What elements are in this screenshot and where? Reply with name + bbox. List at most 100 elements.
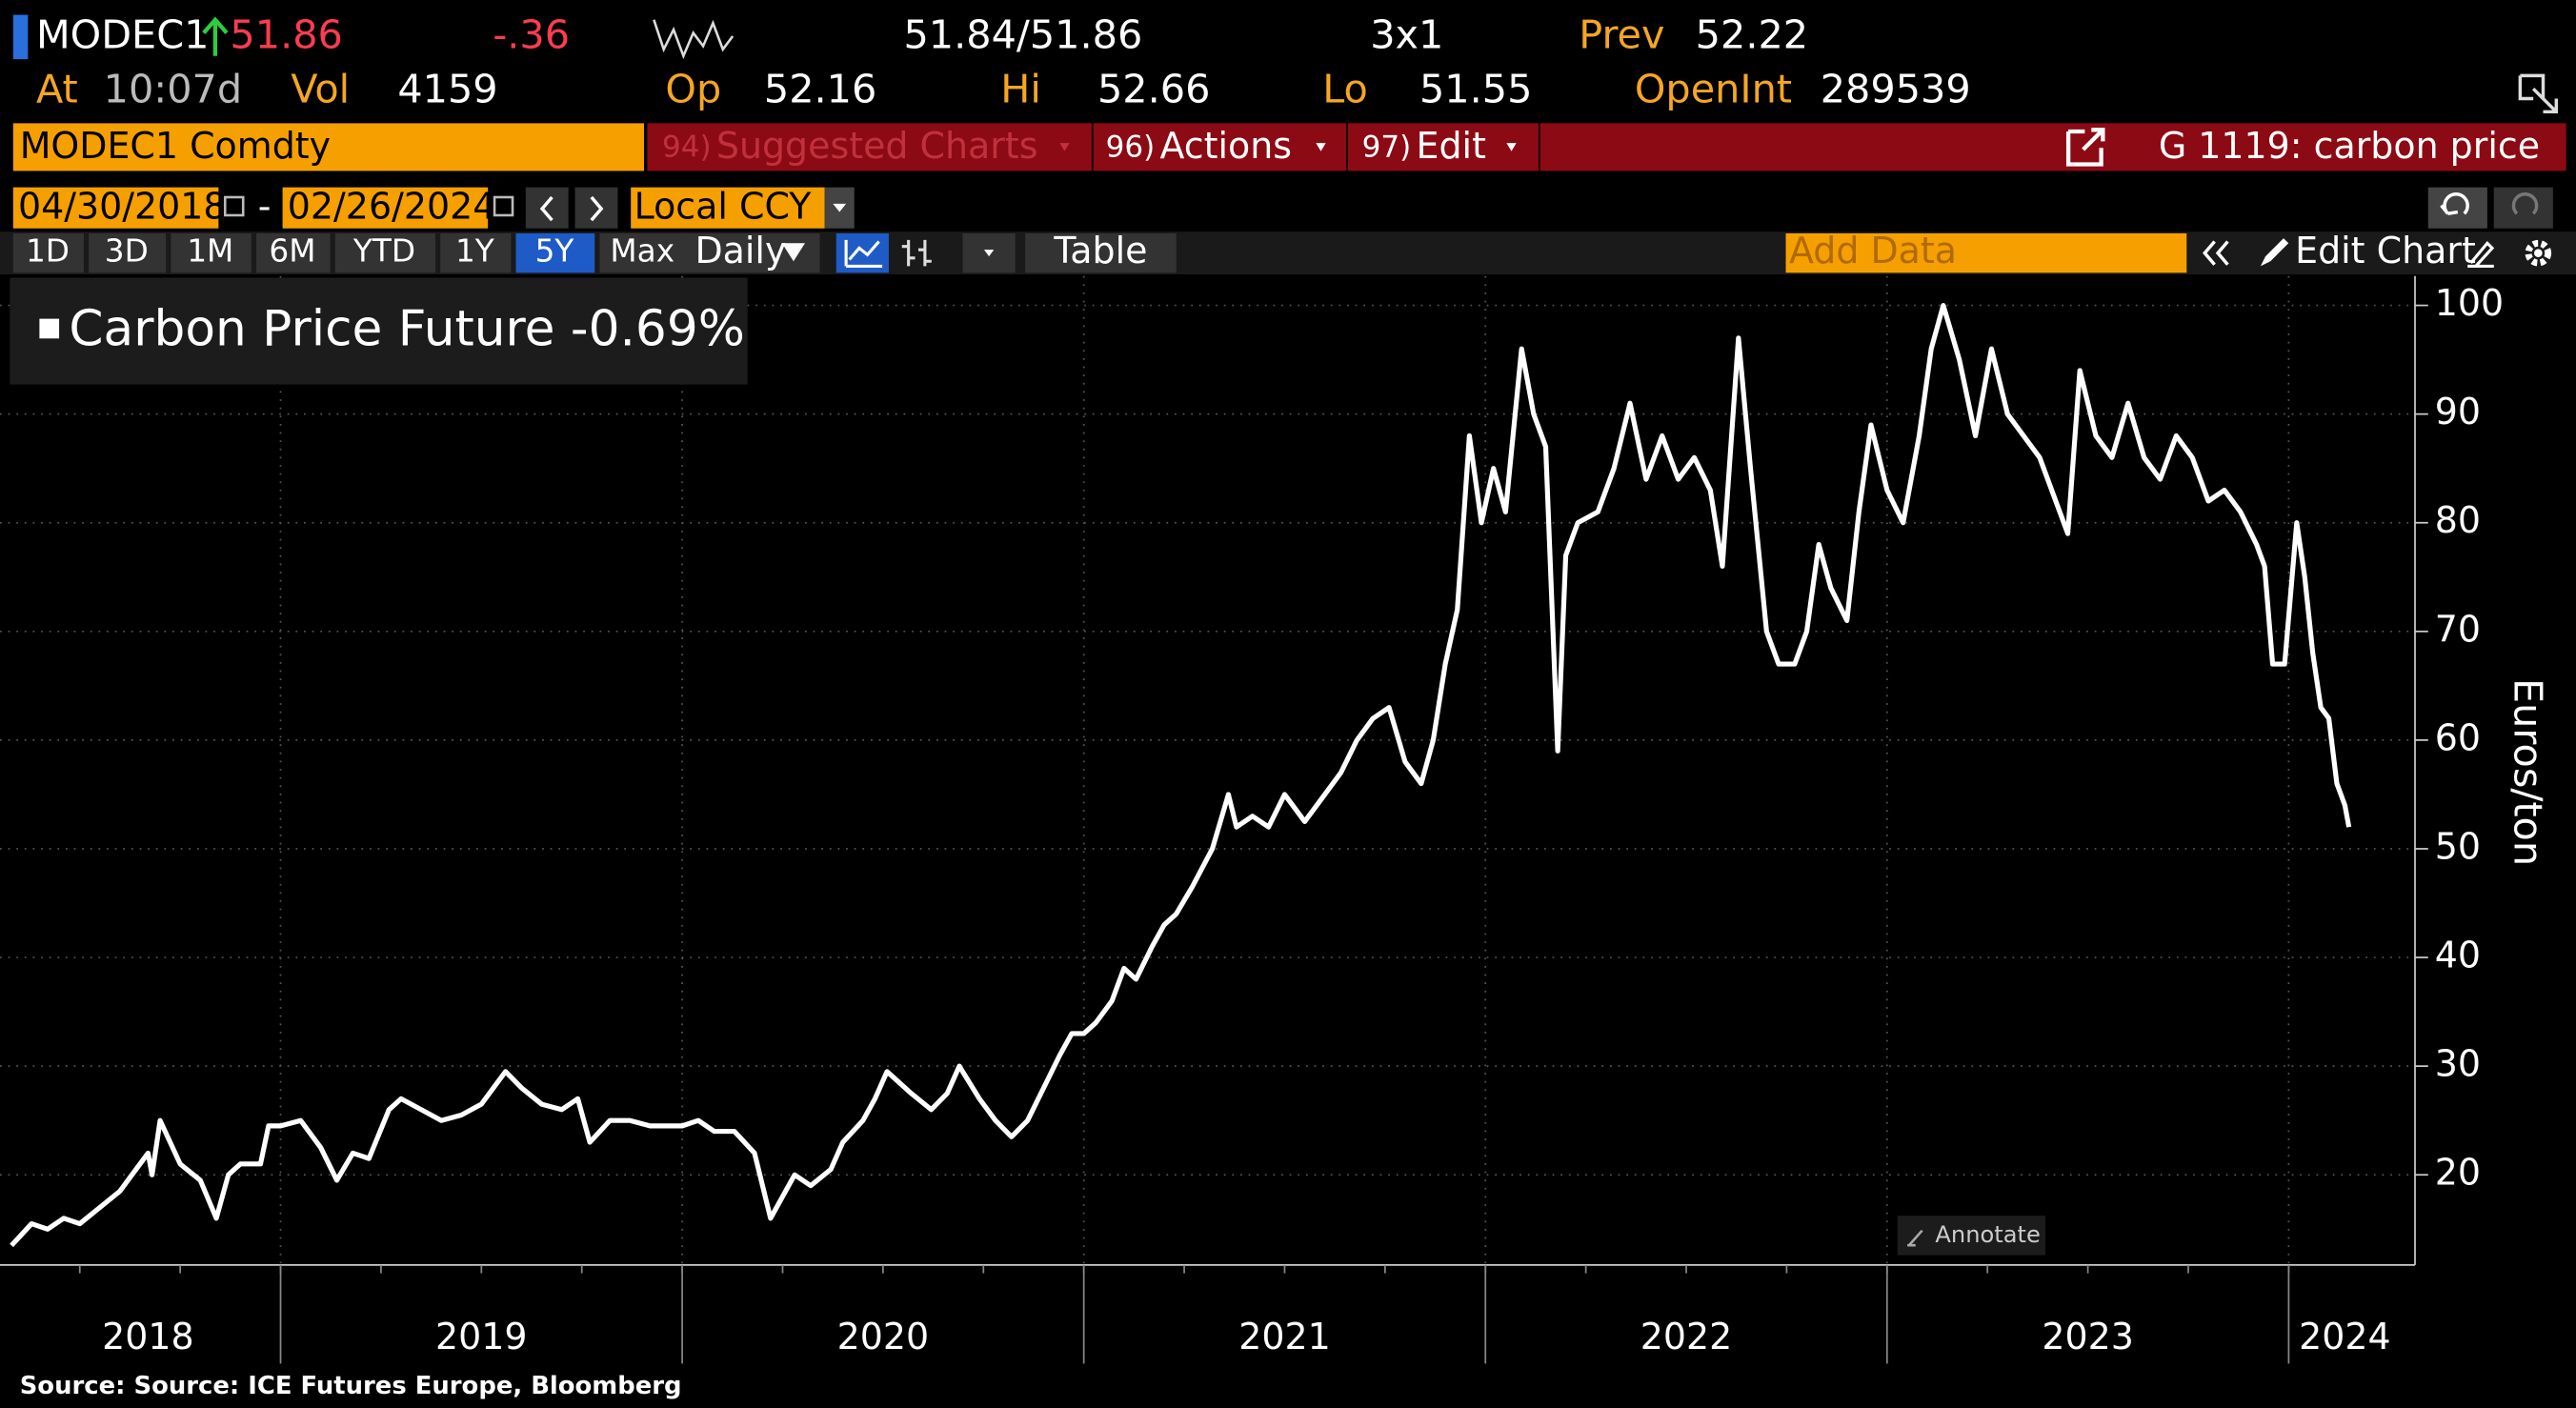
dropdown-caret [781, 243, 805, 262]
chart-name[interactable]: G 1119: carbon price [2159, 125, 2540, 167]
y-axis-title: Euros/ton [2506, 678, 2551, 866]
frequency[interactable]: Daily [694, 230, 786, 272]
period-button[interactable] [334, 232, 435, 273]
add-data[interactable]: Add Data [1789, 230, 1957, 272]
period[interactable]: 1Y [455, 233, 495, 270]
lo-label: Lo [1322, 67, 1368, 112]
actions-num[interactable]: 96) [1106, 130, 1156, 164]
price-line [10, 302, 2352, 1248]
oi-label: OpenInt [1635, 67, 1792, 112]
prev: 52.22 [1696, 12, 1808, 58]
edit-chart[interactable]: Edit Chart [2295, 230, 2476, 272]
undo-icon [2440, 192, 2469, 215]
annotate[interactable]: Annotate [1935, 1221, 2040, 1248]
table-button[interactable] [1025, 232, 1177, 273]
open-interest: 289539 [1821, 67, 1971, 112]
vol: 4159 [397, 67, 497, 112]
y-tick-label: 90 [2435, 391, 2481, 432]
x-tick-label: 2019 [435, 1316, 528, 1358]
at-label: At [36, 67, 78, 112]
end-date-field[interactable] [282, 187, 489, 229]
period[interactable]: YTD [352, 233, 415, 270]
up-arrow [202, 16, 229, 56]
period-button[interactable] [256, 232, 331, 273]
vol-label: Vol [291, 67, 350, 112]
collapse-icon[interactable] [2202, 240, 2229, 266]
prev-arrow [539, 195, 553, 222]
size: 3x1 [1370, 12, 1443, 58]
prev-button[interactable] [525, 187, 569, 229]
currency-field[interactable] [631, 187, 825, 229]
prev-label: Prev [1579, 12, 1664, 58]
annotate-icon [1907, 1229, 1923, 1247]
ticker-flag [12, 14, 29, 60]
redo-icon [2511, 192, 2539, 215]
x-tick-label: 2021 [1238, 1316, 1331, 1358]
period-button[interactable] [171, 232, 252, 273]
start-date[interactable]: 04/30/2018 [18, 186, 227, 228]
period-button[interactable] [440, 232, 512, 273]
y-tick-label: 30 [2435, 1043, 2481, 1085]
pencil-icon [2260, 238, 2289, 267]
legend [10, 277, 748, 385]
bar-chart-icon[interactable] [901, 239, 932, 267]
suggested-num[interactable]: 94) [662, 130, 712, 164]
y-tick-label: 100 [2435, 282, 2504, 324]
hi-label: Hi [1000, 67, 1041, 112]
dropdown-caret [1316, 143, 1326, 151]
next-arrow [590, 195, 604, 222]
dropdown-caret [1506, 143, 1517, 151]
x-tick-label: 2018 [102, 1316, 194, 1358]
add-data-field[interactable] [1785, 232, 2187, 273]
lo: 51.55 [1419, 67, 1532, 112]
expand-icon[interactable] [2518, 73, 2559, 114]
y-tick-label: 20 [2435, 1152, 2481, 1194]
currency[interactable]: Local CCY [634, 186, 813, 228]
annotate-button[interactable] [1897, 1216, 2045, 1256]
settings-icon[interactable] [2525, 239, 2552, 267]
calendar-icon[interactable] [223, 195, 245, 217]
period[interactable]: 1D [26, 233, 70, 270]
menu-bar [647, 123, 2566, 171]
y-tick-label: 50 [2435, 825, 2481, 867]
legend-swatch [39, 318, 60, 339]
x-tick-label: 2023 [2042, 1316, 2134, 1358]
edit-icon[interactable] [2467, 240, 2495, 268]
time: 10:07d [104, 67, 243, 112]
bid-ask: 51.84/51.86 [903, 12, 1142, 58]
period-button[interactable] [12, 232, 84, 273]
suggested-charts[interactable]: Suggested Charts [716, 125, 1038, 167]
calendar-icon[interactable] [493, 195, 514, 217]
next-button[interactable] [574, 187, 618, 229]
y-tick-label: 80 [2435, 499, 2481, 541]
dropdown-caret [1059, 143, 1070, 151]
start-date-field[interactable] [12, 187, 219, 229]
y-tick-label: 70 [2435, 608, 2481, 650]
period-button[interactable] [89, 232, 167, 273]
net-change: -.36 [493, 12, 570, 58]
end-date[interactable]: 02/26/2024 [288, 186, 496, 228]
table[interactable]: Table [1053, 230, 1147, 272]
sparkline-icon [653, 19, 735, 60]
dropdown-caret [983, 250, 995, 257]
x-tick-label: 2022 [1640, 1316, 1733, 1358]
period[interactable]: 3D [105, 233, 149, 270]
actions[interactable]: Actions [1159, 125, 1292, 167]
x-tick-label: 2024 [2299, 1316, 2391, 1358]
security[interactable]: MODEC1 Comdty [20, 125, 331, 167]
period[interactable]: 1M [187, 233, 233, 270]
security-field[interactable] [12, 123, 645, 171]
legend-label: Carbon Price Future -0.69% [69, 300, 744, 357]
edit[interactable]: Edit [1417, 125, 1486, 167]
launch-icon[interactable] [2065, 128, 2105, 167]
period[interactable]: 5Y [535, 233, 575, 270]
op: 52.16 [764, 67, 876, 112]
period[interactable]: Max [610, 233, 674, 270]
source: Source: Source: ICE Futures Europe, Bloo… [20, 1372, 682, 1400]
period-button[interactable] [599, 232, 687, 273]
last-price: 51.86 [230, 12, 342, 58]
x-tick-label: 2020 [837, 1316, 930, 1358]
period[interactable]: 6M [269, 233, 315, 270]
edit-num[interactable]: 97) [1362, 130, 1412, 164]
period-button[interactable] [515, 232, 595, 273]
